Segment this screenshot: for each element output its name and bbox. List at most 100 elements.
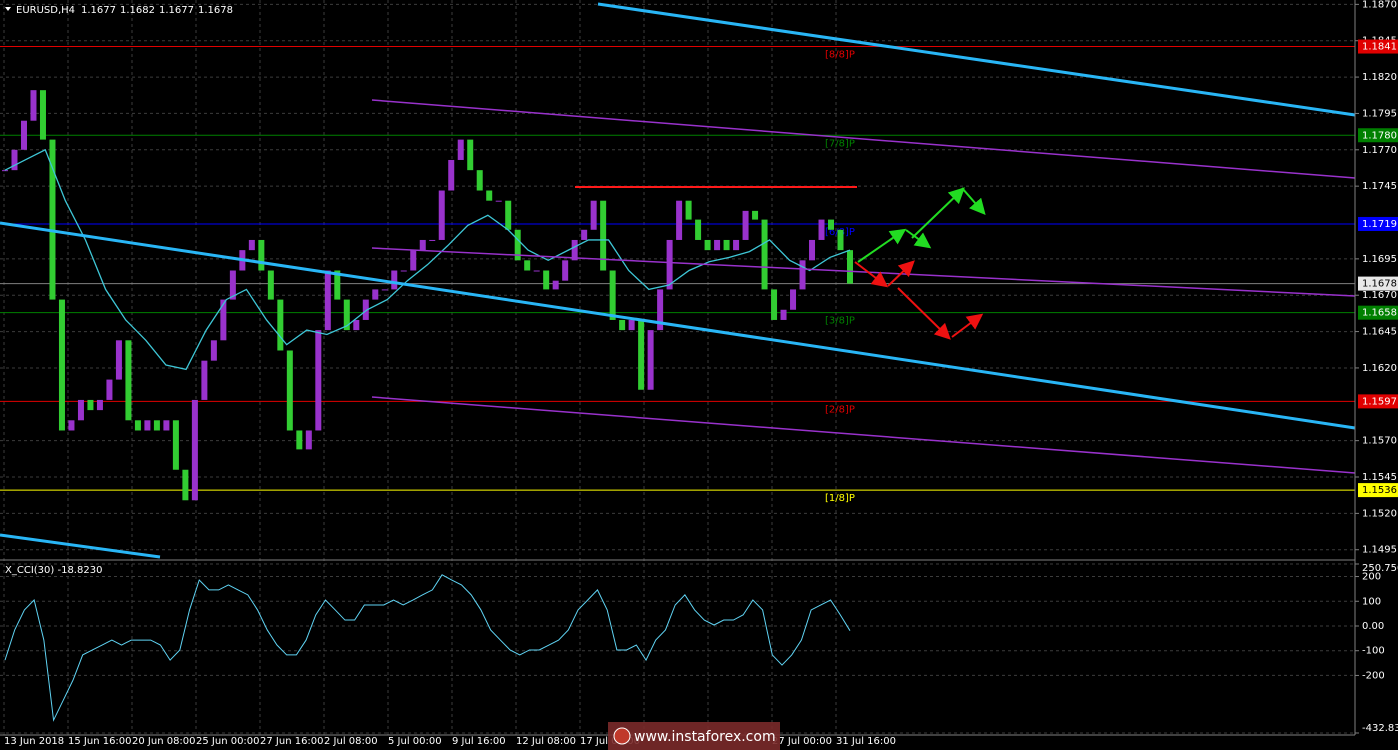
level-value: 1.1719 bbox=[1362, 219, 1397, 230]
grid bbox=[0, 0, 1355, 735]
level-label: [2/8]P bbox=[825, 404, 855, 415]
y-tick-label: -432.8342 bbox=[1362, 723, 1398, 734]
y-tick-label: 1.1495 bbox=[1362, 545, 1397, 556]
candle bbox=[87, 399, 94, 411]
candle bbox=[201, 360, 208, 400]
y-tick-label: 1.1570 bbox=[1362, 436, 1397, 447]
candle bbox=[182, 469, 189, 501]
candle bbox=[733, 239, 740, 251]
candle bbox=[600, 200, 607, 271]
candle bbox=[296, 430, 303, 450]
forecast-arrow bbox=[905, 229, 932, 249]
candle bbox=[562, 260, 569, 281]
x-tick-label: 5 Jul 00:00 bbox=[388, 736, 442, 747]
candle bbox=[438, 190, 445, 240]
levels: [8/8]P[7/8]P[6/8]P[3/8]P[2/8]P[1/8]P bbox=[0, 46, 1355, 504]
y-tick-label: 250.7501 bbox=[1362, 563, 1398, 574]
forecast-arrow bbox=[897, 287, 951, 340]
candle bbox=[353, 319, 360, 331]
candle bbox=[419, 239, 426, 251]
x-tick-label: 27 Jul 00:00 bbox=[772, 736, 832, 747]
ohlc-value: 1.1677 bbox=[159, 5, 194, 16]
candle bbox=[752, 210, 759, 220]
y-tick-label: 1.1620 bbox=[1362, 363, 1397, 374]
level-box bbox=[1358, 483, 1398, 498]
candle bbox=[96, 399, 103, 411]
level-value: 1.1597 bbox=[1362, 396, 1397, 407]
candle bbox=[210, 340, 217, 361]
ohlc-value: 1.1682 bbox=[120, 5, 155, 16]
candle bbox=[324, 270, 331, 331]
candle bbox=[638, 319, 645, 390]
watermark-text: www.instaforex.com bbox=[634, 729, 776, 745]
chart-title: EURUSD,H4 1.1677 1.1682 1.1677 1.1678 bbox=[16, 5, 233, 16]
candle bbox=[666, 239, 673, 290]
channel-line bbox=[0, 221, 1356, 430]
candle bbox=[647, 330, 654, 390]
forecast-arrow bbox=[961, 187, 986, 216]
candle bbox=[163, 420, 170, 431]
candle bbox=[400, 270, 407, 272]
y-tick-label: 1.1795 bbox=[1362, 108, 1397, 119]
watermark: www.instaforex.com bbox=[608, 722, 780, 750]
candle bbox=[334, 270, 341, 300]
candle bbox=[381, 289, 388, 291]
candle bbox=[609, 270, 616, 320]
x-tick-label: 2 Jul 08:00 bbox=[324, 736, 378, 747]
candle bbox=[343, 299, 350, 331]
level-value: 1.1658 bbox=[1362, 308, 1397, 319]
y-tick-label: 1.1545 bbox=[1362, 472, 1397, 483]
forecast-arrow bbox=[911, 187, 965, 239]
channel-line bbox=[371, 99, 1356, 179]
x-tick-label: 20 Jun 08:00 bbox=[132, 736, 196, 747]
indicator-title: X_CCI(30) -18.8230 bbox=[5, 565, 102, 576]
y-tick-label: 1.1670 bbox=[1362, 290, 1397, 301]
candle bbox=[172, 420, 179, 470]
forecast-arrow bbox=[951, 313, 984, 338]
candle bbox=[685, 200, 692, 220]
candle bbox=[134, 420, 141, 431]
y-tick-label: 1.1695 bbox=[1362, 254, 1397, 265]
candle bbox=[704, 239, 711, 251]
candle bbox=[39, 90, 46, 140]
candle bbox=[20, 120, 27, 150]
level-value: 1.1780 bbox=[1362, 130, 1397, 141]
candle bbox=[429, 239, 436, 241]
x-tick-label: 9 Jul 16:00 bbox=[452, 736, 506, 747]
menu-icon[interactable] bbox=[5, 7, 11, 11]
y-tick-label: 1.1820 bbox=[1362, 72, 1397, 83]
level-value: 1.1841 bbox=[1362, 42, 1397, 53]
channel-line bbox=[597, 2, 1356, 117]
level-box bbox=[1358, 128, 1398, 143]
candle bbox=[372, 289, 379, 300]
candle bbox=[77, 399, 84, 421]
candle bbox=[495, 200, 502, 202]
y-tick-label: -200 bbox=[1362, 670, 1385, 681]
level-label: [1/8]P bbox=[825, 493, 855, 504]
candle bbox=[828, 219, 835, 230]
channel-line bbox=[371, 396, 1356, 474]
candle bbox=[58, 299, 65, 431]
candle bbox=[837, 229, 844, 251]
candle bbox=[723, 239, 730, 251]
moving-average bbox=[4, 148, 851, 371]
forecast-arrow bbox=[854, 261, 889, 288]
candle bbox=[144, 420, 151, 431]
candle bbox=[552, 280, 559, 290]
level-label: [8/8]P bbox=[825, 50, 855, 61]
candle bbox=[818, 219, 825, 240]
y-tick-label: 100 bbox=[1362, 596, 1381, 607]
candle bbox=[505, 200, 512, 230]
candle bbox=[590, 200, 597, 230]
candle bbox=[115, 340, 122, 380]
y-tick-label: 1.1770 bbox=[1362, 145, 1397, 156]
candle bbox=[49, 139, 56, 300]
candle bbox=[191, 399, 198, 501]
candle bbox=[2, 170, 8, 172]
candle bbox=[476, 170, 483, 191]
candle bbox=[467, 139, 474, 171]
candle bbox=[581, 229, 588, 240]
y-tick-label: 1.1520 bbox=[1362, 508, 1397, 519]
candle bbox=[286, 350, 293, 431]
